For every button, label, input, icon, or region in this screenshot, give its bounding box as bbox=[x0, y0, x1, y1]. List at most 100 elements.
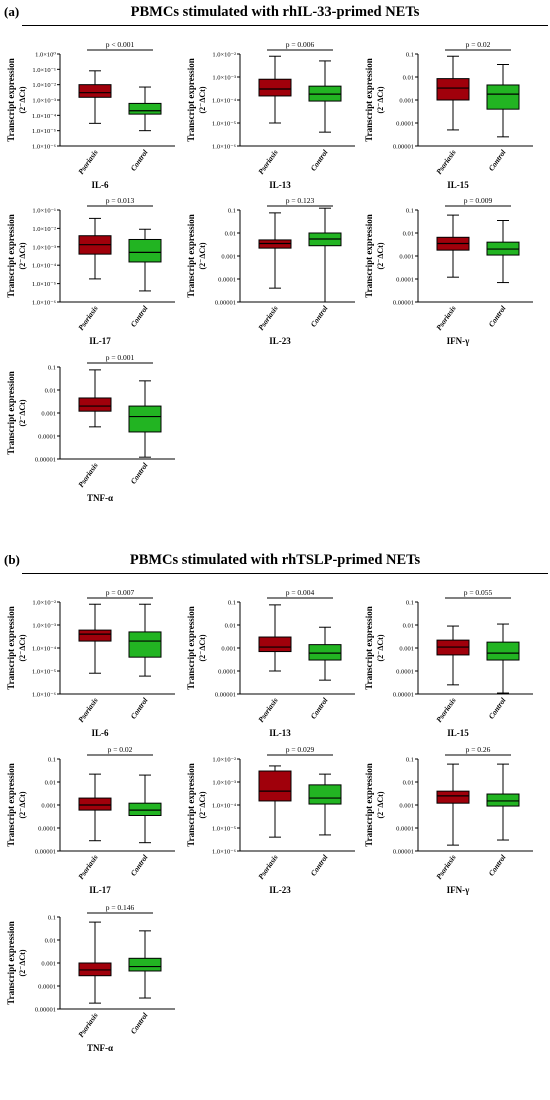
chart-title: IL-13 bbox=[269, 180, 291, 190]
boxplot-b-10: Transcript expression (2⁻ΔCt) 0.00001 0.000… bbox=[6, 745, 175, 895]
y-tick-label: 1.0×10⁻⁴ bbox=[32, 263, 57, 270]
y-tick-label: 1.0×10⁻³ bbox=[32, 244, 56, 251]
p-value-label: p = 0.006 bbox=[286, 40, 315, 49]
y-tick-label: 0.1 bbox=[406, 757, 414, 764]
y-tick-label: 0.01 bbox=[403, 75, 414, 82]
panel-a-title: PBMCs stimulated with rhIL-33-primed NET… bbox=[130, 4, 420, 20]
x-tick-label: Control bbox=[129, 147, 151, 172]
y-tick-label: 1.0×10⁻⁴ bbox=[32, 113, 57, 120]
y-tick-label: 0.0001 bbox=[396, 826, 414, 833]
boxplot-b-7: Transcript expression (2⁻ΔCt) 1.0×10⁻⁶ 1.0×… bbox=[6, 588, 175, 738]
boxplot-b-12: Transcript expression (2⁻ΔCt) 0.00001 0.000… bbox=[364, 745, 533, 895]
x-tick-label: Control bbox=[129, 695, 151, 720]
box-psoriasis bbox=[78, 70, 112, 124]
y-tick-label: 1.0×10⁻⁵ bbox=[32, 281, 56, 288]
boxplot-a-2: Transcript expression (2⁻ΔCt) 0.00001 0.000… bbox=[364, 40, 533, 190]
box-control bbox=[128, 228, 162, 292]
y-tick-label: 1.0×10⁻³ bbox=[212, 780, 236, 787]
y-axis-label: Transcript expression bbox=[186, 606, 196, 689]
y-tick-label: 0.01 bbox=[45, 780, 56, 787]
box-control bbox=[486, 763, 520, 841]
y-axis-unit: (2⁻ΔCt) bbox=[376, 242, 385, 269]
box-iqr bbox=[128, 102, 162, 115]
box-psoriasis bbox=[78, 921, 112, 1004]
y-tick-label: 0.0001 bbox=[218, 277, 236, 284]
y-tick-label: 0.0001 bbox=[38, 826, 56, 833]
box-iqr bbox=[128, 802, 162, 816]
chart-title: TNF-α bbox=[87, 493, 113, 503]
chart-title: IL-6 bbox=[91, 728, 109, 738]
y-tick-label: 0.00001 bbox=[215, 692, 236, 699]
y-tick-label: 0.0001 bbox=[396, 121, 414, 128]
boxplot-a-4: Transcript expression (2⁻ΔCt) 0.00001 0.000… bbox=[186, 196, 355, 346]
y-tick-label: 0.0001 bbox=[218, 669, 236, 676]
x-tick-label: Control bbox=[487, 303, 509, 328]
y-tick-label: 0.00001 bbox=[35, 1007, 56, 1014]
y-axis-label: Transcript expression bbox=[6, 763, 16, 846]
y-tick-label: 0.00001 bbox=[393, 144, 414, 151]
x-tick-label: Psoriasis bbox=[256, 148, 279, 176]
boxplot-a-5: Transcript expression (2⁻ΔCt) 0.00001 0.000… bbox=[364, 196, 533, 346]
y-tick-label: 1.0×10⁻⁶ bbox=[32, 300, 56, 307]
box-control bbox=[128, 380, 162, 458]
p-value-label: p = 0.013 bbox=[106, 196, 135, 205]
y-tick-label: 0.00001 bbox=[215, 300, 236, 307]
box-control bbox=[486, 219, 520, 284]
p-value-label: p = 0.146 bbox=[106, 903, 135, 912]
chart-title: IL-17 bbox=[89, 336, 111, 346]
y-tick-label: 0.1 bbox=[48, 757, 56, 764]
box-psoriasis bbox=[78, 369, 112, 428]
box-iqr bbox=[128, 957, 162, 972]
y-tick-label: 0.01 bbox=[403, 780, 414, 787]
chart-title: IL-13 bbox=[269, 728, 291, 738]
y-axis-unit: (2⁻ΔCt) bbox=[18, 791, 27, 818]
y-tick-label: 1.0×10⁻⁵ bbox=[212, 121, 236, 128]
y-tick-label: 1.0×10⁻⁴ bbox=[212, 803, 237, 810]
panel-b-title: PBMCs stimulated with rhTSLP-primed NETs bbox=[129, 552, 421, 568]
y-tick-label: 0.0001 bbox=[38, 984, 56, 991]
x-tick-label: Psoriasis bbox=[256, 304, 279, 332]
box-psoriasis bbox=[258, 212, 292, 289]
box-iqr bbox=[486, 641, 520, 661]
panel-a-rule bbox=[22, 25, 548, 26]
p-value-label: p = 0.001 bbox=[106, 353, 135, 362]
y-axis-label: Transcript expression bbox=[364, 58, 374, 141]
y-axis-unit: (2⁻ΔCt) bbox=[18, 634, 27, 661]
x-tick-label: Control bbox=[487, 695, 509, 720]
y-tick-label: 0.001 bbox=[399, 646, 414, 653]
box-control bbox=[128, 603, 162, 677]
box-psoriasis bbox=[436, 214, 470, 278]
y-axis-unit: (2⁻ΔCt) bbox=[18, 86, 27, 113]
y-tick-label: 1.0×10⁻⁶ bbox=[212, 144, 236, 151]
box-control bbox=[308, 626, 342, 681]
y-axis-unit: (2⁻ΔCt) bbox=[18, 399, 27, 426]
y-tick-label: 1.0×10⁻¹ bbox=[32, 208, 56, 215]
y-axis-unit: (2⁻ΔCt) bbox=[18, 242, 27, 269]
panel-b-rule bbox=[22, 573, 548, 574]
y-tick-label: 0.1 bbox=[228, 208, 236, 215]
y-tick-label: 0.001 bbox=[221, 646, 236, 653]
y-tick-label: 1.0×10⁻³ bbox=[212, 75, 236, 82]
y-tick-label: 0.1 bbox=[406, 600, 414, 607]
y-tick-label: 0.00001 bbox=[35, 457, 56, 464]
y-tick-label: 0.0001 bbox=[396, 669, 414, 676]
box-psoriasis bbox=[78, 603, 112, 674]
x-tick-label: Psoriasis bbox=[256, 853, 279, 881]
box-iqr bbox=[78, 629, 112, 642]
y-axis-unit: (2⁻ΔCt) bbox=[376, 634, 385, 661]
boxplot-b-8: Transcript expression (2⁻ΔCt) 0.00001 0.000… bbox=[186, 588, 355, 738]
box-psoriasis bbox=[258, 604, 292, 672]
p-value-label: p = 0.007 bbox=[106, 588, 135, 597]
chart-title: IL-17 bbox=[89, 885, 111, 895]
x-tick-label: Control bbox=[129, 1010, 151, 1035]
y-tick-label: 0.001 bbox=[399, 803, 414, 810]
y-tick-label: 1.0×10⁻⁵ bbox=[32, 669, 56, 676]
y-tick-label: 1.0×10⁻² bbox=[32, 82, 56, 89]
y-tick-label: 1.0×10⁻¹ bbox=[32, 67, 56, 74]
x-tick-label: Psoriasis bbox=[76, 304, 99, 332]
box-iqr bbox=[128, 631, 162, 658]
x-tick-label: Control bbox=[309, 695, 331, 720]
x-tick-label: Control bbox=[309, 303, 331, 328]
y-axis-label: Transcript expression bbox=[364, 214, 374, 297]
y-tick-label: 1.0×10⁻⁵ bbox=[212, 826, 236, 833]
